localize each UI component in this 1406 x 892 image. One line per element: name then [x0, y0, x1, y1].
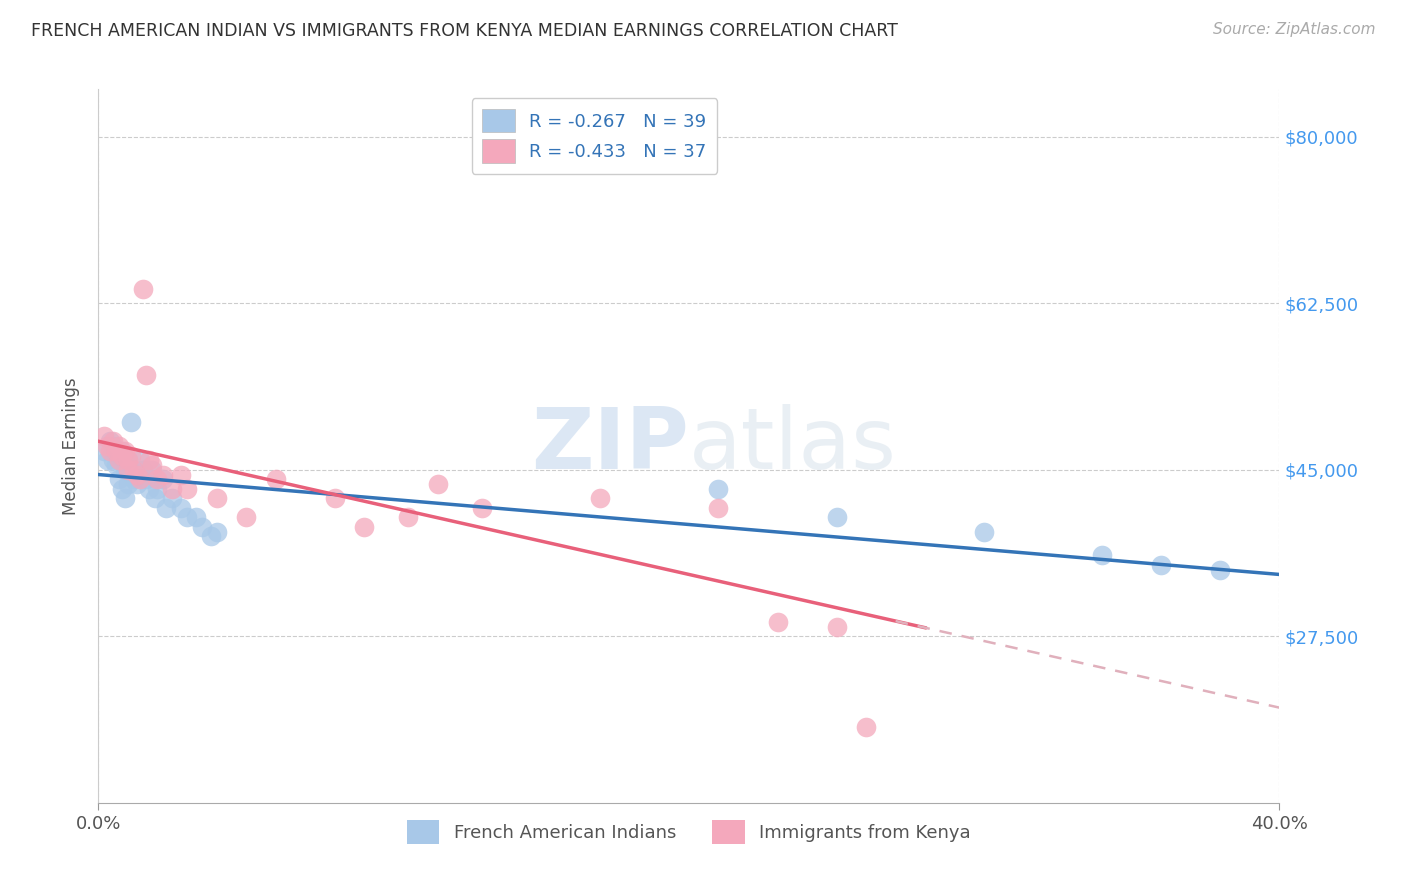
Point — [108, 439, 131, 453]
Point — [323, 491, 346, 506]
Point — [162, 491, 183, 506]
Point — [825, 620, 848, 634]
Point — [117, 463, 139, 477]
Point — [117, 477, 139, 491]
Point — [132, 282, 155, 296]
Point — [111, 443, 134, 458]
Point — [176, 482, 198, 496]
Point — [235, 510, 257, 524]
Point — [96, 453, 118, 467]
Point — [93, 429, 115, 443]
Point — [114, 491, 136, 506]
Point — [117, 453, 139, 467]
Point — [141, 463, 163, 477]
Point — [162, 482, 183, 496]
Point — [122, 472, 145, 486]
Point — [184, 510, 207, 524]
Point — [98, 443, 121, 458]
Point — [135, 472, 157, 486]
Point — [105, 443, 128, 458]
Point — [1091, 549, 1114, 563]
Point — [471, 500, 494, 515]
Point — [98, 434, 121, 449]
Point — [155, 500, 177, 515]
Point — [111, 449, 134, 463]
Point — [264, 472, 287, 486]
Point — [103, 434, 125, 449]
Point — [143, 491, 166, 506]
Point — [398, 510, 420, 524]
Point — [105, 458, 128, 472]
Point — [766, 615, 789, 629]
Point — [707, 500, 730, 515]
Point — [146, 472, 169, 486]
Point — [120, 415, 142, 429]
Point — [1209, 563, 1232, 577]
Point — [117, 453, 139, 467]
Point — [93, 443, 115, 458]
Y-axis label: Median Earnings: Median Earnings — [62, 377, 80, 515]
Point — [146, 482, 169, 496]
Point — [353, 520, 375, 534]
Point — [427, 477, 450, 491]
Point — [973, 524, 995, 539]
Point — [170, 467, 193, 482]
Text: atlas: atlas — [689, 404, 897, 488]
Point — [103, 439, 125, 453]
Point — [589, 491, 612, 506]
Point — [191, 520, 214, 534]
Point — [152, 472, 174, 486]
Point — [108, 453, 131, 467]
Point — [855, 720, 877, 734]
Point — [152, 467, 174, 482]
Point — [707, 482, 730, 496]
Point — [176, 510, 198, 524]
Point — [170, 500, 193, 515]
Point — [120, 449, 142, 463]
Point — [125, 467, 148, 482]
Point — [132, 463, 155, 477]
Text: ZIP: ZIP — [531, 404, 689, 488]
Point — [138, 453, 160, 467]
Legend: French American Indians, Immigrants from Kenya: French American Indians, Immigrants from… — [399, 814, 979, 851]
Point — [825, 510, 848, 524]
Point — [128, 453, 150, 467]
Text: Source: ZipAtlas.com: Source: ZipAtlas.com — [1212, 22, 1375, 37]
Point — [111, 482, 134, 496]
Point — [114, 443, 136, 458]
Point — [200, 529, 222, 543]
Point — [205, 524, 228, 539]
Point — [138, 482, 160, 496]
Point — [122, 463, 145, 477]
Point — [108, 472, 131, 486]
Point — [128, 472, 150, 486]
Point — [108, 453, 131, 467]
Point — [125, 477, 148, 491]
Text: FRENCH AMERICAN INDIAN VS IMMIGRANTS FROM KENYA MEDIAN EARNINGS CORRELATION CHAR: FRENCH AMERICAN INDIAN VS IMMIGRANTS FRO… — [31, 22, 898, 40]
Point — [103, 453, 125, 467]
Point — [205, 491, 228, 506]
Point — [114, 463, 136, 477]
Point — [96, 439, 118, 453]
Point — [141, 458, 163, 472]
Point — [135, 368, 157, 382]
Point — [1150, 558, 1173, 572]
